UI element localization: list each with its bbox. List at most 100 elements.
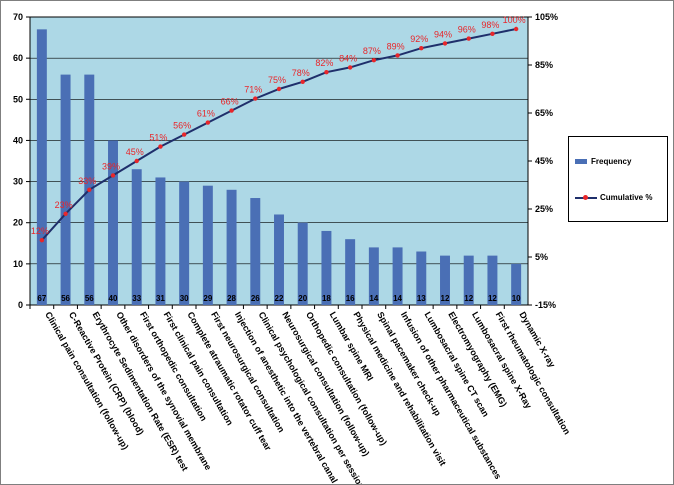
bar-value-label: 56 [61, 294, 70, 303]
y-tick-label: 0 [18, 300, 23, 310]
y2-tick-label: 45% [535, 156, 553, 166]
cumulative-marker [39, 238, 45, 243]
cumulative-label: 92% [410, 34, 428, 44]
y-tick-label: 10 [13, 259, 23, 269]
cumulative-marker [87, 187, 92, 192]
cumulative-label: 94% [434, 29, 452, 39]
bar-value-label: 40 [109, 294, 118, 303]
bar [179, 181, 190, 305]
cumulative-marker [253, 96, 258, 101]
y-tick-label: 50 [13, 94, 23, 104]
bar [36, 29, 47, 305]
legend-bar-swatch [575, 159, 587, 165]
cumulative-label: 71% [244, 85, 262, 95]
y2-tick-label: 5% [535, 252, 548, 262]
bar-value-label: 22 [275, 294, 284, 303]
y2-tick-label: 25% [535, 204, 553, 214]
cumulative-marker [513, 26, 519, 32]
cumulative-label: 39% [102, 161, 120, 171]
y-axis-left: 0 10 20 30 40 50 60 70 [13, 12, 30, 310]
bar-value-label: 33 [132, 294, 141, 303]
cumulative-marker [110, 173, 116, 178]
cumulative-marker [134, 158, 139, 164]
cumulative-marker [395, 53, 400, 58]
cumulative-marker [324, 70, 329, 75]
bar [60, 74, 71, 305]
y-tick-label: 70 [13, 12, 23, 22]
legend: Frequency Cumulative % [568, 136, 668, 222]
bar-value-label: 12 [464, 294, 473, 303]
bar-value-label: 16 [346, 294, 355, 303]
bar [440, 255, 450, 305]
bar [463, 255, 474, 305]
y-tick-label: 20 [13, 218, 23, 228]
legend-item-cumulative: Cumulative % [575, 193, 652, 202]
bar-value-label: 13 [417, 294, 426, 303]
cumulative-marker [347, 65, 353, 70]
cumulative-marker [490, 31, 495, 36]
bar [297, 222, 308, 305]
y2-tick-label: -15% [535, 300, 556, 310]
bar-value-label: 14 [369, 294, 378, 303]
bar-value-label: 29 [203, 294, 212, 303]
bar-value-label: 26 [251, 294, 260, 303]
y-axis-right: -15% 5% 25% 45% 65% 85% 105% [528, 12, 558, 310]
cumulative-marker [63, 211, 68, 216]
x-axis: Clinical pain consultation (follow-up)C-… [29, 305, 572, 484]
bar [250, 198, 261, 305]
cumulative-label: 87% [363, 46, 381, 56]
cumulative-label: 84% [339, 53, 357, 63]
bar-value-label: 67 [37, 294, 46, 303]
y-tick-label: 40 [13, 135, 23, 145]
bar [321, 230, 332, 305]
bar-value-label: 10 [512, 294, 521, 303]
y2-tick-label: 105% [535, 12, 558, 22]
cumulative-label: 98% [481, 20, 499, 30]
cumulative-marker [205, 120, 211, 125]
cumulative-label: 82% [315, 58, 333, 68]
y-tick-label: 60 [13, 53, 23, 63]
cumulative-marker [442, 41, 448, 46]
cumulative-marker [419, 46, 424, 51]
bar-value-label: 56 [85, 294, 94, 303]
cumulative-label: 12% [31, 226, 49, 236]
cumulative-labels: 12% 23% 33% 39% 45% 51% 56% 61% 66% 71% 75% 78% 82% 8… [31, 15, 526, 236]
bar [511, 263, 522, 305]
bar-value-label: 31 [156, 294, 165, 303]
x-tick-label: Lumbar spine MRI [328, 310, 376, 383]
bar-value-label: 28 [227, 294, 236, 303]
cumulative-line-series [39, 26, 519, 243]
cumulative-label: 45% [126, 147, 144, 157]
cumulative-label: 33% [78, 176, 96, 186]
bar [392, 247, 403, 305]
bar-value-label: 18 [322, 294, 331, 303]
bar [202, 185, 213, 305]
cumulative-marker [466, 36, 471, 41]
bar [416, 251, 427, 305]
bar [368, 247, 379, 305]
bar-value-labels: 67 56 56 40 33 31 30 29 28 26 22 20 18 16 14 14 13 12 12 12… [37, 294, 521, 303]
cumulative-marker [229, 108, 234, 113]
bar [274, 214, 284, 305]
bar [155, 177, 166, 305]
y2-tick-label: 65% [535, 108, 553, 118]
cumulative-label: 96% [458, 25, 476, 35]
cumulative-label: 51% [149, 133, 167, 143]
bar-value-label: 20 [298, 294, 307, 303]
bar-value-label: 12 [441, 294, 450, 303]
y-tick-label: 30 [13, 177, 23, 187]
legend-item-frequency: Frequency [575, 157, 631, 166]
bar [108, 140, 118, 305]
cumulative-marker [181, 132, 187, 137]
bar-value-label: 14 [393, 294, 402, 303]
cumulative-label: 75% [268, 75, 286, 85]
cumulative-label: 23% [55, 200, 73, 210]
legend-line-swatch [575, 194, 597, 200]
bar-value-label: 12 [488, 294, 497, 303]
cumulative-marker [300, 79, 305, 85]
bar [131, 169, 142, 305]
cumulative-label: 56% [173, 121, 191, 131]
cumulative-label: 100% [503, 15, 526, 25]
